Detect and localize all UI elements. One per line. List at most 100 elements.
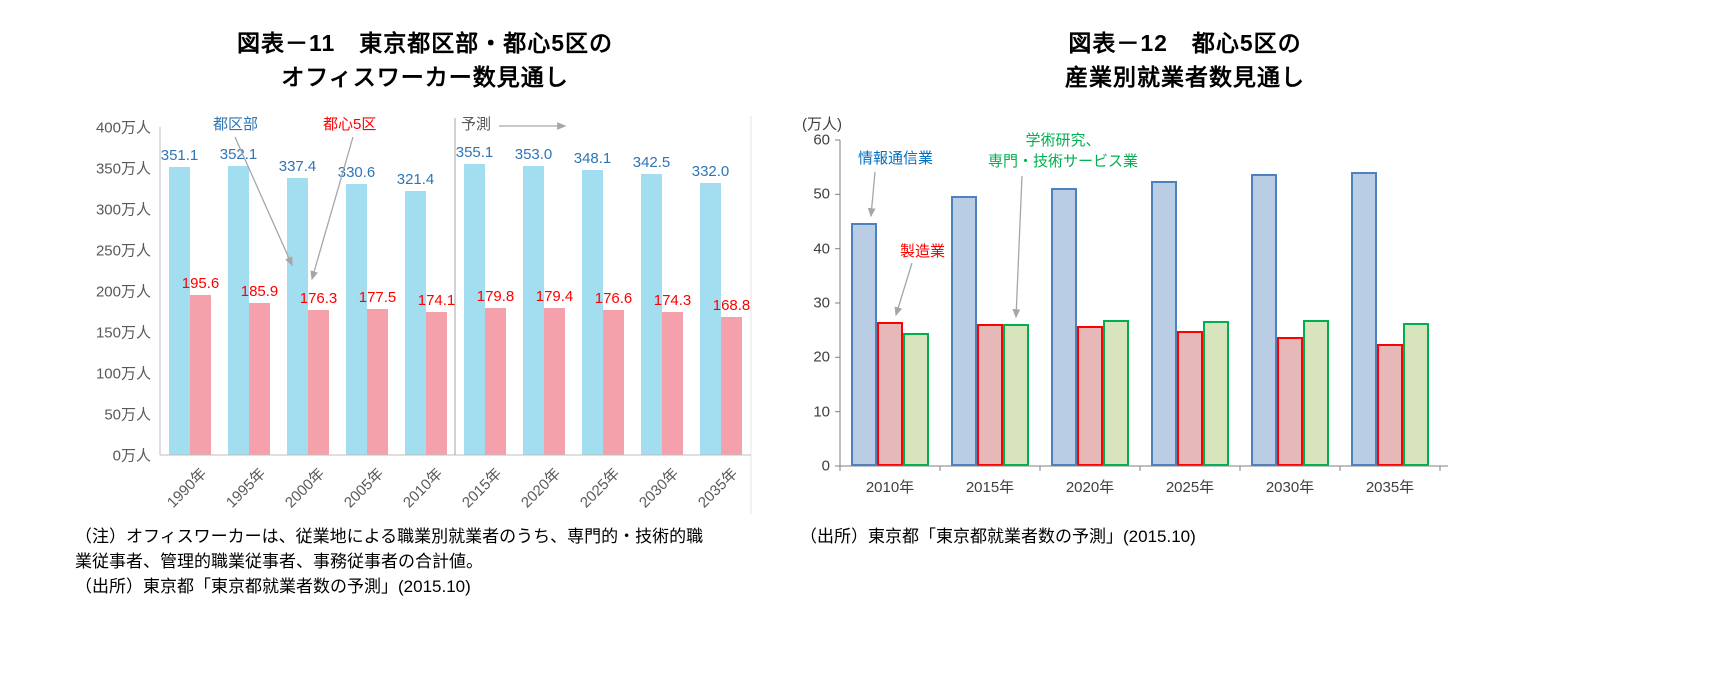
bar-tokubu xyxy=(286,178,308,455)
legend-info-comm: 情報通信業 xyxy=(858,150,934,167)
bar-toshin5ku xyxy=(366,309,388,455)
bar-academic xyxy=(1303,319,1329,466)
y-axis-tick-label: 300万人 xyxy=(95,201,151,219)
x-axis-tick-label: 2015年 xyxy=(458,465,505,512)
bar-academic xyxy=(1403,322,1429,466)
bar-toshin5ku xyxy=(189,294,211,455)
x-axis-ticks xyxy=(839,466,1441,471)
y-axis-tick-label: 400万人 xyxy=(95,119,151,137)
bar-value-label: 177.5 xyxy=(358,289,397,307)
note-line-2: 業従事者、管理的職業従事者、事務従事者の合計値。 xyxy=(75,552,483,571)
y-axis-tick-label: 0 xyxy=(821,457,830,475)
bar-academic xyxy=(903,333,929,466)
y-axis-tick-label: 150万人 xyxy=(95,324,151,342)
bar-value-label: 332.0 xyxy=(691,162,730,180)
bar-value-label: 342.5 xyxy=(632,154,671,172)
bar-toshin5ku xyxy=(720,316,742,455)
bar-manufacturing xyxy=(1177,331,1203,466)
bar-value-label: 355.1 xyxy=(455,143,494,161)
office-worker-bar-chart: 都区部 都心5区 予測 0万人 50万人 100万人 150万人 200万人 250万人 3… xyxy=(85,110,765,518)
manufacturing-pointer-arrow xyxy=(894,262,913,317)
bar-manufacturing xyxy=(877,322,903,466)
bar-toshin5ku xyxy=(543,307,565,455)
chart12-title-line1: 図表－12 都心5区の xyxy=(1068,30,1302,56)
chart11-title-line2: オフィスワーカー数見通し xyxy=(281,64,569,90)
x-axis-tick-label: 1995年 xyxy=(222,465,269,512)
bar-value-label: 348.1 xyxy=(573,149,612,167)
y-axis-tick-label: 200万人 xyxy=(95,283,151,301)
x-axis-tick-label: 2025年 xyxy=(576,465,623,512)
bar-info-comm xyxy=(851,222,877,466)
legend-manufacturing: 製造業 xyxy=(900,243,946,260)
y-axis-tick-label: 250万人 xyxy=(95,242,151,260)
x-axis-tick-label: 2000年 xyxy=(281,465,328,512)
bar-academic xyxy=(1003,323,1029,466)
note-line-1: （注）オフィスワーカーは、従業地による職業別就業者のうち、専門的・技術的職 xyxy=(75,527,704,546)
x-axis-tick-label: 2030年 xyxy=(1265,479,1315,496)
academic-pointer-arrow xyxy=(1012,175,1023,319)
source-line: （出所）東京都「東京都就業者数の予測」(2015.10) xyxy=(800,527,1196,546)
legend-academic: 学術研究、 専門・技術サービス業 xyxy=(978,130,1148,172)
bar-value-label: 179.4 xyxy=(535,287,574,305)
info-comm-pointer-arrow xyxy=(867,171,876,218)
bar-value-label: 174.1 xyxy=(417,292,456,310)
bar-value-label: 176.3 xyxy=(299,290,338,308)
y-axis-tick-label: 30 xyxy=(813,294,830,312)
bar-tokubu xyxy=(581,169,603,455)
bar-toshin5ku xyxy=(425,312,447,455)
bar-value-label: 168.8 xyxy=(712,296,751,314)
bar-manufacturing xyxy=(977,323,1003,466)
chart11-notes: （注）オフィスワーカーは、従業地による職業別就業者のうち、専門的・技術的職 業従… xyxy=(75,524,703,599)
bar-tokubu xyxy=(640,174,662,455)
bar-manufacturing xyxy=(1377,344,1403,466)
bar-value-label: 174.3 xyxy=(653,292,692,310)
bar-value-label: 330.6 xyxy=(337,163,376,181)
chart12-title: 図表－12 都心5区の 産業別就業者数見通し xyxy=(865,26,1505,94)
source-line: （出所）東京都「東京都就業者数の予測」(2015.10) xyxy=(75,577,471,596)
y-axis-tick-label: 40 xyxy=(813,240,830,258)
bar-value-label: 185.9 xyxy=(240,282,279,300)
x-axis-tick-label: 1990年 xyxy=(163,465,210,512)
y-axis-tick-label: 60 xyxy=(813,131,830,149)
bar-value-label: 176.6 xyxy=(594,290,633,308)
x-axis-tick-label: 2010年 xyxy=(399,465,446,512)
bar-tokubu xyxy=(463,163,485,455)
bar-toshin5ku xyxy=(602,310,624,455)
bar-tokubu xyxy=(699,182,721,455)
x-axis-tick-label: 2015年 xyxy=(965,479,1015,496)
bar-value-label: 321.4 xyxy=(396,171,435,189)
bar-value-label: 179.8 xyxy=(476,287,515,305)
bar-toshin5ku xyxy=(248,302,270,455)
bar-tokubu xyxy=(168,167,190,455)
y-axis-tick-label: 10 xyxy=(813,403,830,421)
bar-manufacturing xyxy=(1277,337,1303,466)
x-axis-tick-label: 2020年 xyxy=(1065,479,1115,496)
bar-toshin5ku xyxy=(661,312,683,455)
bar-info-comm xyxy=(1351,172,1377,466)
x-axis-tick-label: 2020年 xyxy=(517,465,564,512)
bar-info-comm xyxy=(1251,174,1277,466)
bar-academic xyxy=(1203,320,1229,466)
x-axis-tick-label: 2005年 xyxy=(340,465,387,512)
legend-academic-line2: 専門・技術サービス業 xyxy=(987,153,1138,170)
y-axis-ticks xyxy=(835,139,840,467)
legend-academic-line1: 学術研究、 xyxy=(1025,132,1101,149)
x-axis-tick-label: 2010年 xyxy=(865,479,915,496)
bar-tokubu xyxy=(227,166,249,455)
bar-value-label: 352.1 xyxy=(219,146,258,164)
bar-toshin5ku xyxy=(484,307,506,455)
bar-tokubu xyxy=(345,183,367,455)
chart12-title-line2: 産業別就業者数見通し xyxy=(1065,64,1305,90)
bar-value-label: 195.6 xyxy=(181,274,220,292)
forecast-label: 予測 xyxy=(461,116,492,133)
bar-manufacturing xyxy=(1077,326,1103,466)
y-axis-unit-label: (万人) xyxy=(802,116,842,133)
chart11-title-line1: 図表－11 東京都区部・都心5区の xyxy=(236,30,614,56)
x-axis-tick-label: 2025年 xyxy=(1165,479,1215,496)
bar-value-label: 337.4 xyxy=(278,158,317,176)
bar-info-comm xyxy=(1151,180,1177,466)
bar-info-comm xyxy=(1051,187,1077,466)
industry-bar-chart: (万人) 情報通信業 製造業 学術研究、 専門・技術サービス業 0 10 20 30 4… xyxy=(800,110,1480,518)
bar-value-label: 351.1 xyxy=(160,147,199,165)
